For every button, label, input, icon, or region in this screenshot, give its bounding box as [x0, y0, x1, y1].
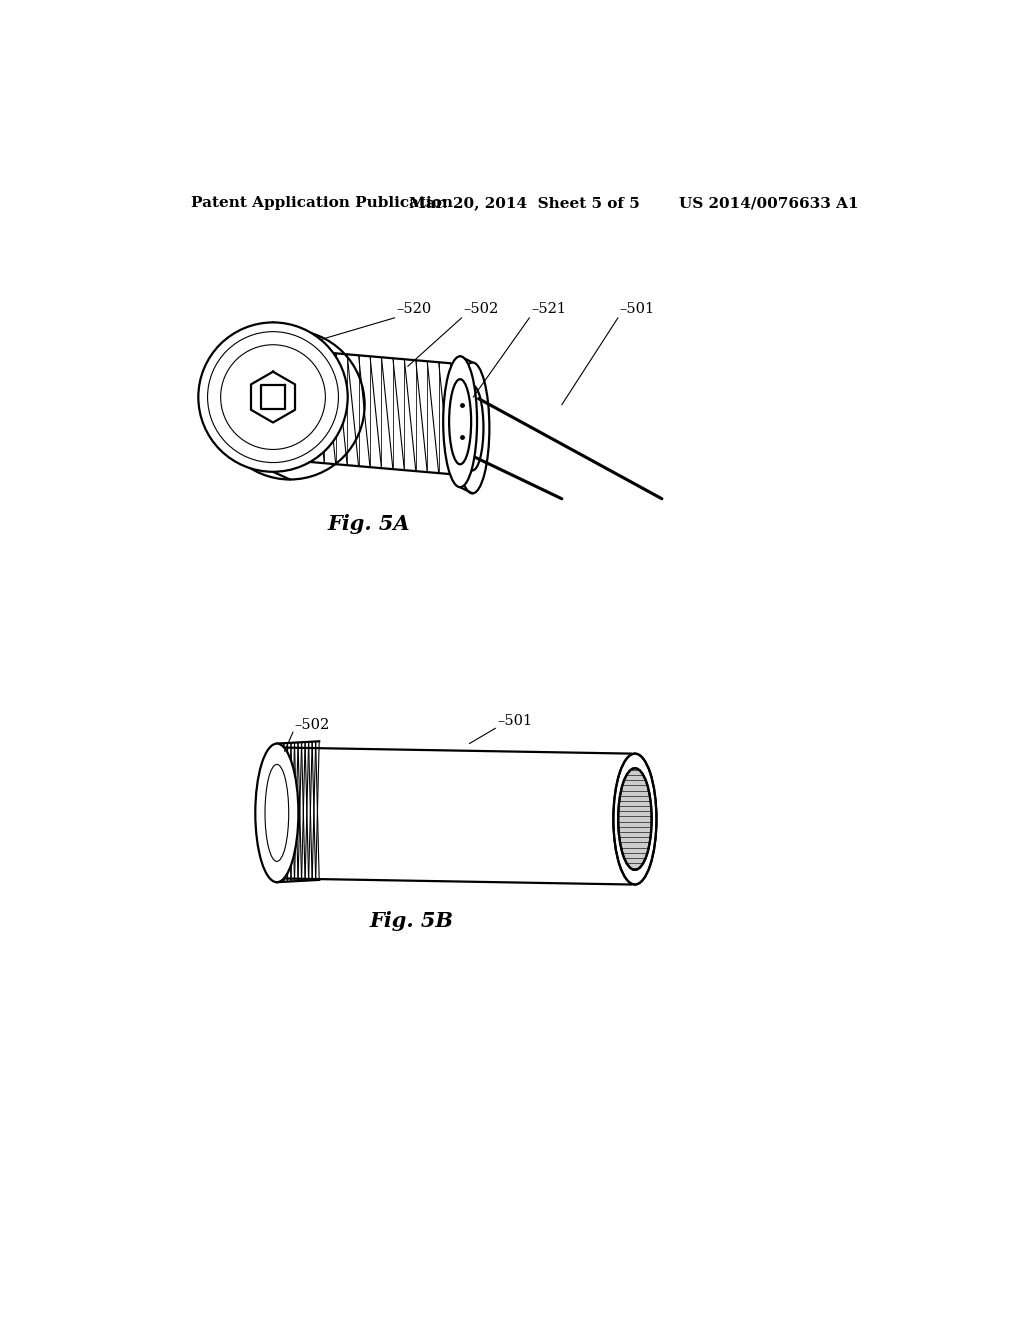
Text: –501: –501 — [620, 302, 654, 317]
Text: –501: –501 — [497, 714, 532, 729]
Ellipse shape — [613, 754, 656, 884]
Text: Patent Application Publication: Patent Application Publication — [190, 197, 453, 210]
Text: –520: –520 — [396, 302, 431, 317]
Text: –502: –502 — [295, 718, 330, 733]
Text: Fig. 5B: Fig. 5B — [370, 911, 454, 931]
Ellipse shape — [443, 356, 477, 487]
Text: Fig. 5A: Fig. 5A — [328, 515, 411, 535]
Text: –502: –502 — [463, 302, 499, 317]
Text: –521: –521 — [531, 302, 566, 317]
Text: Mar. 20, 2014  Sheet 5 of 5: Mar. 20, 2014 Sheet 5 of 5 — [410, 197, 640, 210]
Text: US 2014/0076633 A1: US 2014/0076633 A1 — [679, 197, 859, 210]
Ellipse shape — [199, 322, 348, 471]
Ellipse shape — [618, 768, 651, 870]
Ellipse shape — [255, 743, 298, 882]
